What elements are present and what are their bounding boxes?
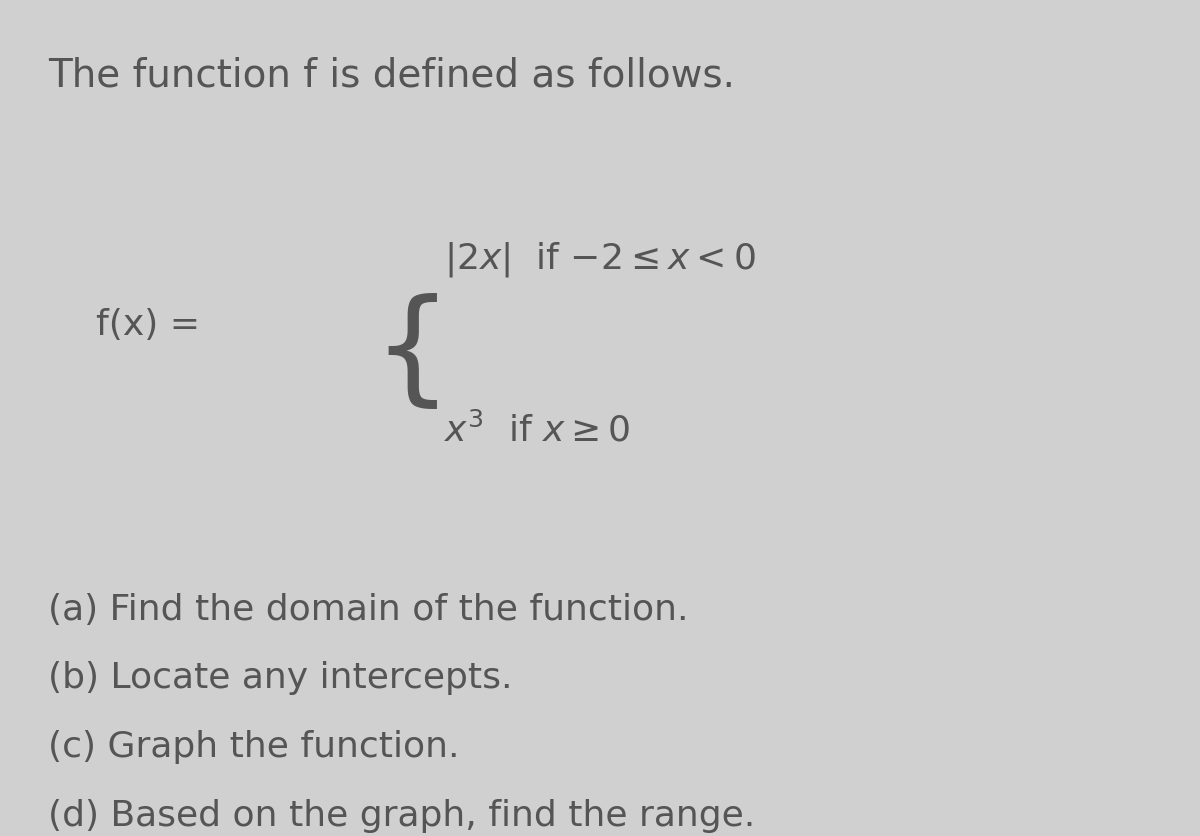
Text: The function f is defined as follows.: The function f is defined as follows. (48, 57, 734, 94)
Text: {: { (372, 293, 451, 414)
Text: f(x) =: f(x) = (96, 308, 211, 342)
Text: $|2x|$  if $-2 \leq x < 0$: $|2x|$ if $-2 \leq x < 0$ (444, 240, 756, 279)
Text: $x^3$  if $x \geq 0$: $x^3$ if $x \geq 0$ (444, 412, 630, 448)
Text: (c) Graph the function.: (c) Graph the function. (48, 731, 460, 764)
Text: (d) Based on the graph, find the range.: (d) Based on the graph, find the range. (48, 799, 755, 833)
Text: (b) Locate any intercepts.: (b) Locate any intercepts. (48, 661, 512, 696)
Text: (a) Find the domain of the function.: (a) Find the domain of the function. (48, 593, 689, 626)
